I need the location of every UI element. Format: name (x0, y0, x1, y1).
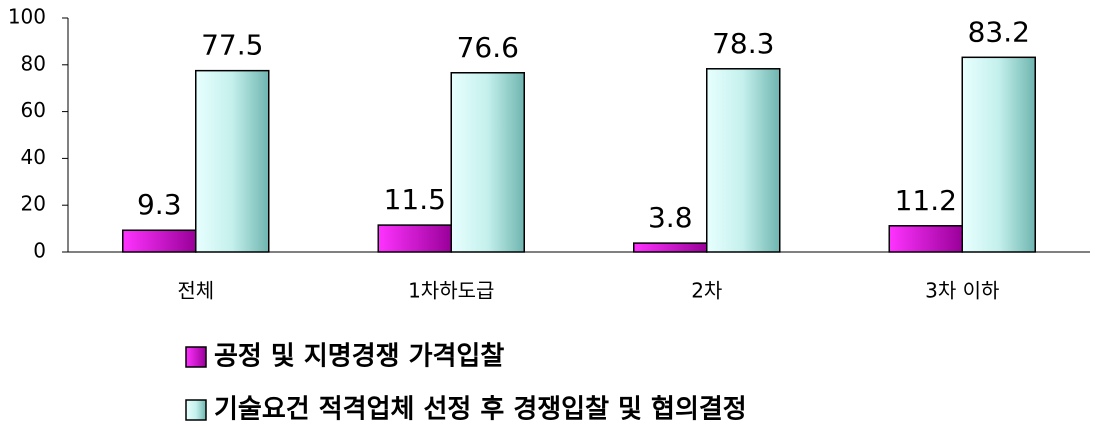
bar (633, 242, 708, 253)
y-tick-label: 40 (21, 145, 46, 169)
legend-label: 공정 및 지명경쟁 가격입찰 (214, 342, 504, 372)
bar (377, 224, 452, 253)
bar (122, 229, 197, 253)
bar (450, 72, 525, 253)
legend-swatch (185, 399, 207, 421)
y-tick-label: 20 (21, 192, 46, 216)
x-tick-label: 전체 (177, 279, 214, 303)
data-label: 3.8 (648, 201, 693, 234)
data-label: 9.3 (137, 188, 182, 221)
bar (961, 56, 1036, 253)
x-tick-label: 1차하도급 (408, 279, 494, 303)
data-label: 83.2 (968, 15, 1030, 48)
bar (888, 225, 963, 253)
bar (706, 68, 781, 253)
y-tick-label: 100 (8, 5, 46, 29)
data-label: 11.5 (384, 183, 446, 216)
x-tick-label: 2차 (691, 279, 722, 303)
legend-label: 기술요건 적격업체 선정 후 경쟁입찰 및 협의결정 (214, 395, 747, 425)
y-tick-label: 60 (21, 98, 46, 122)
data-label: 76.6 (457, 31, 519, 64)
data-label: 77.5 (201, 29, 263, 62)
y-tick-label: 0 (33, 239, 46, 263)
bar (195, 69, 270, 253)
data-label: 78.3 (712, 27, 774, 60)
legend-swatch (185, 346, 207, 368)
data-label: 11.2 (895, 184, 957, 217)
y-tick-label: 80 (21, 51, 46, 75)
x-tick-label: 3차 이하 (925, 279, 999, 303)
